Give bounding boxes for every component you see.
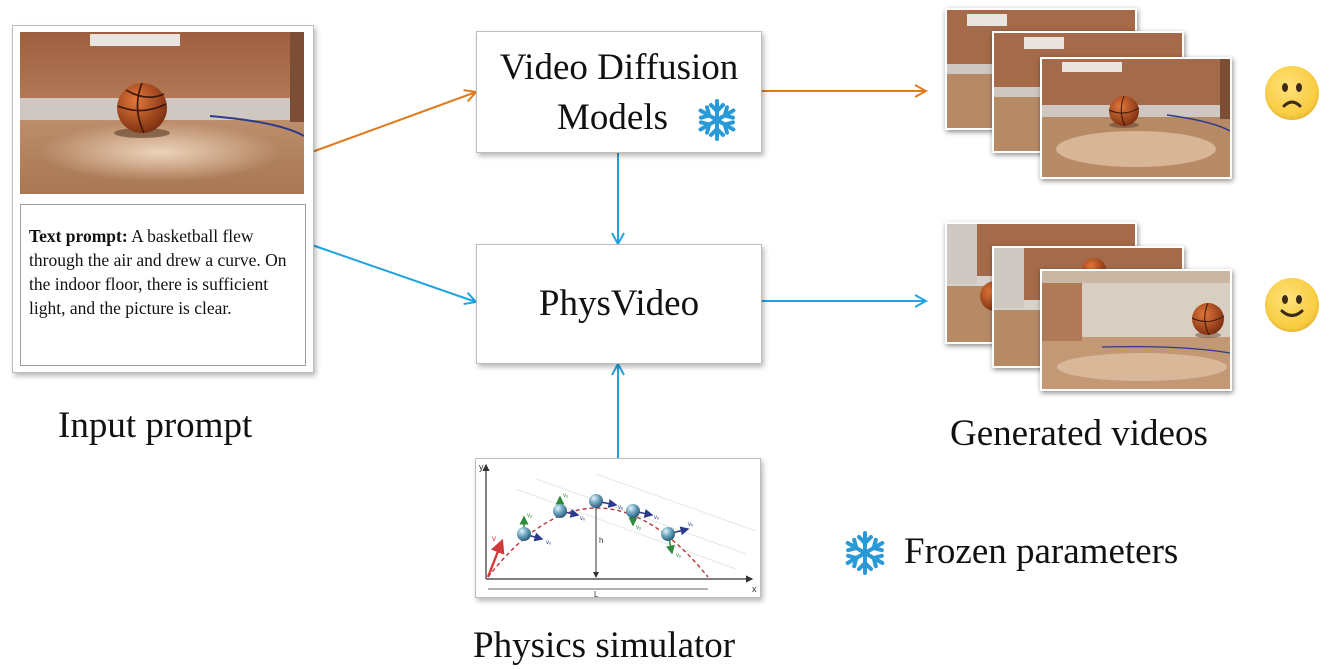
- smile-face-icon: [1265, 278, 1319, 332]
- input-prompt-card: Text prompt: A basketball flew through t…: [12, 25, 314, 373]
- vdm-line2: Models: [557, 97, 668, 138]
- arrow-text-to-physvideo: [311, 244, 476, 302]
- legend-frozen-parameters: Frozen parameters: [904, 531, 1179, 572]
- input-image: [20, 32, 304, 194]
- sad-face-icon: [1265, 66, 1319, 120]
- height-label: h: [599, 536, 603, 545]
- video-frame-top-3: [1040, 57, 1232, 179]
- x-axis-label: x: [752, 584, 757, 594]
- ball-5: [661, 527, 675, 541]
- ball-2: [553, 504, 567, 518]
- text-prompt-box: Text prompt: A basketball flew through t…: [20, 204, 306, 366]
- physvideo-box: PhysVideo: [476, 244, 762, 364]
- text-prompt-label: Text prompt:: [29, 226, 128, 246]
- basketball-icon: [1109, 96, 1139, 126]
- physics-simulator-box: y x v h L vₓ vᵧ vₓ vᵧ vₓ vₓ: [475, 458, 761, 598]
- physvideo-label: PhysVideo: [538, 282, 700, 324]
- svg-text:vᵧ: vᵧ: [636, 525, 641, 531]
- trajectory: [487, 507, 709, 578]
- launch-vector-label: v: [492, 534, 496, 543]
- arrow-image-to-vdm: [311, 92, 476, 153]
- vdm-line1: Video Diffusion: [499, 47, 739, 88]
- svg-text:vᵧ: vᵧ: [563, 493, 568, 499]
- launch-vector: [486, 538, 505, 578]
- svg-text:vₓ: vₓ: [688, 522, 693, 528]
- svg-text:vᵧ: vᵧ: [676, 553, 681, 559]
- svg-text:vₓ: vₓ: [618, 505, 623, 511]
- y-axis-label: y: [479, 462, 484, 472]
- snowflake-icon: [698, 99, 736, 141]
- basketball-icon: [1192, 303, 1224, 335]
- text-prompt: Text prompt: A basketball flew through t…: [29, 212, 297, 320]
- input-prompt-caption: Input prompt: [58, 405, 253, 446]
- svg-text:vᵧ: vᵧ: [527, 513, 532, 519]
- video-diffusion-models-box: Video Diffusion Models: [476, 31, 762, 153]
- snowflake-icon: [845, 531, 885, 575]
- svg-text:vₓ: vₓ: [546, 540, 551, 546]
- projectile-diagram: y x v h L vₓ vᵧ vₓ vᵧ vₓ vₓ: [479, 462, 757, 597]
- ball-1: [517, 527, 531, 541]
- generated-videos-caption: Generated videos: [950, 413, 1208, 454]
- svg-text:vₓ: vₓ: [654, 515, 659, 521]
- ball-4: [626, 504, 640, 518]
- video-frame-bottom-3: [1040, 269, 1232, 391]
- physics-simulator-caption: Physics simulator: [473, 625, 736, 666]
- text-prompt-body: A basketball flew through the air and dr…: [29, 226, 287, 318]
- range-label: L: [594, 590, 599, 597]
- ball-3: [589, 494, 603, 508]
- svg-text:vₓ: vₓ: [580, 516, 585, 522]
